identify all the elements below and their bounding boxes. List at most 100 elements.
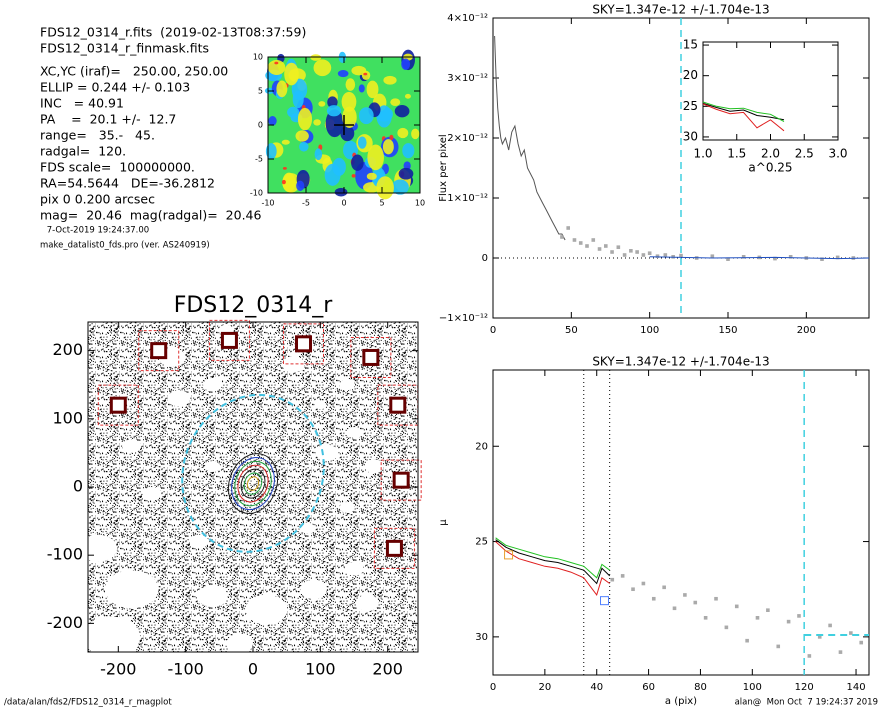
data-point (655, 254, 660, 258)
x-axis-label: a^0.25 (748, 161, 792, 175)
header-line: radgal= 120. (40, 144, 126, 159)
map-blob (345, 78, 356, 91)
data-point (724, 625, 729, 630)
x-tick-label: 0 (248, 660, 258, 679)
map-blob (313, 59, 332, 77)
map-blob (404, 93, 411, 99)
y-tick-label: 0 (73, 477, 83, 496)
map-blob (327, 96, 338, 109)
contour (237, 464, 269, 503)
y-tick-label: 30 (683, 129, 698, 143)
header-line: RA=54.5644 DE=-36.2812 (40, 176, 215, 191)
data-point (616, 245, 621, 249)
mask (142, 487, 162, 501)
x-tick-label: 0 (341, 199, 346, 208)
program: make_datalist0_fds.pro (ver. AS240919) (40, 241, 210, 251)
map-blob (363, 72, 368, 76)
plot-frame (492, 369, 870, 676)
star-box (208, 319, 250, 361)
map-blob (318, 101, 326, 107)
x-tick-label: 150 (718, 325, 737, 336)
map-blob (281, 179, 286, 185)
map-blob (411, 128, 420, 140)
data-point (604, 244, 608, 248)
mask (245, 594, 288, 625)
x-tick-label: -10 (261, 199, 274, 208)
map-blob (268, 116, 277, 126)
data-point (662, 585, 666, 590)
header-line: XC,YC (iraf)= 250.00, 250.00 (40, 64, 228, 79)
data-point (788, 255, 793, 259)
y-tick-label: 20 (475, 441, 488, 452)
map-blob (376, 176, 394, 200)
y-axis-label: Flux per pixel (438, 134, 449, 201)
y-tick-label: 20 (683, 68, 698, 82)
y-tick-label: -10 (250, 189, 263, 198)
mask (364, 459, 384, 474)
x-tick-label: 5 (379, 199, 384, 208)
map-blob (391, 179, 409, 195)
map-blob (366, 80, 379, 99)
mask (79, 534, 118, 562)
contour (240, 468, 266, 499)
x-tick-label: 3.0 (828, 147, 847, 161)
data-point (693, 600, 698, 605)
star-mask (150, 342, 168, 360)
map-blob (332, 157, 346, 176)
header-line: mag= 20.46 mag(radgal)= 20.46 (40, 208, 262, 223)
data-point (560, 235, 564, 239)
x-tick-label: 1.0 (693, 147, 712, 161)
x-tick-label: 1.5 (727, 147, 746, 161)
contour (231, 457, 275, 511)
plot-frame (702, 41, 839, 141)
mask (204, 461, 221, 472)
map-blob (367, 144, 384, 171)
data-point (797, 614, 801, 618)
data-line (495, 537, 610, 579)
data-line (495, 539, 611, 585)
data-point (672, 606, 677, 611)
data-point (585, 244, 589, 248)
date: 7-Oct-2019 19:24:37.00 (44, 226, 149, 236)
x-tick-label: 80 (694, 682, 707, 693)
y-tick-label: 0 (482, 253, 488, 264)
header-line: PA = 20.1 +/- 12.7 (40, 112, 176, 127)
header-line: range= 35.- 45. (40, 128, 155, 143)
data-point (755, 616, 760, 620)
map-blob (383, 75, 397, 85)
star-mask (385, 539, 403, 557)
contour (227, 453, 279, 514)
data-point (663, 253, 668, 257)
footer-right: alan@ Mon Oct 7 19:24:37 2019 (735, 698, 878, 708)
map-blob (351, 154, 364, 171)
map-blob (326, 105, 342, 117)
map-blob (282, 167, 287, 170)
x-tick-label: -5 (302, 199, 310, 208)
mask (226, 634, 253, 654)
y-tick-label: -100 (47, 545, 83, 564)
x-tick-label: 60 (642, 682, 655, 693)
y-tick-label: 0 (258, 121, 263, 130)
data-point (807, 654, 812, 658)
data-line (702, 101, 785, 123)
data-point (647, 251, 652, 255)
header-line: ELLIP = 0.244 +/- 0.103 (40, 80, 190, 95)
data-point (635, 250, 639, 254)
data-point (786, 619, 791, 624)
map-blob (397, 127, 409, 139)
map-blob (310, 54, 322, 61)
marker (600, 596, 610, 606)
x-tick-label: 100 (305, 660, 336, 679)
marker (504, 550, 514, 560)
y-tick-label: -5 (255, 155, 263, 164)
data-line (702, 103, 785, 132)
star-box (350, 336, 392, 378)
star-box (97, 384, 139, 426)
x-tick-label: 0 (490, 325, 496, 336)
data-point (679, 253, 683, 258)
y-tick-label: 1×10⁻¹² (447, 193, 488, 204)
data-point (610, 250, 614, 254)
x-tick-label: -200 (100, 660, 136, 679)
mask (346, 427, 362, 438)
data-point (726, 257, 730, 261)
